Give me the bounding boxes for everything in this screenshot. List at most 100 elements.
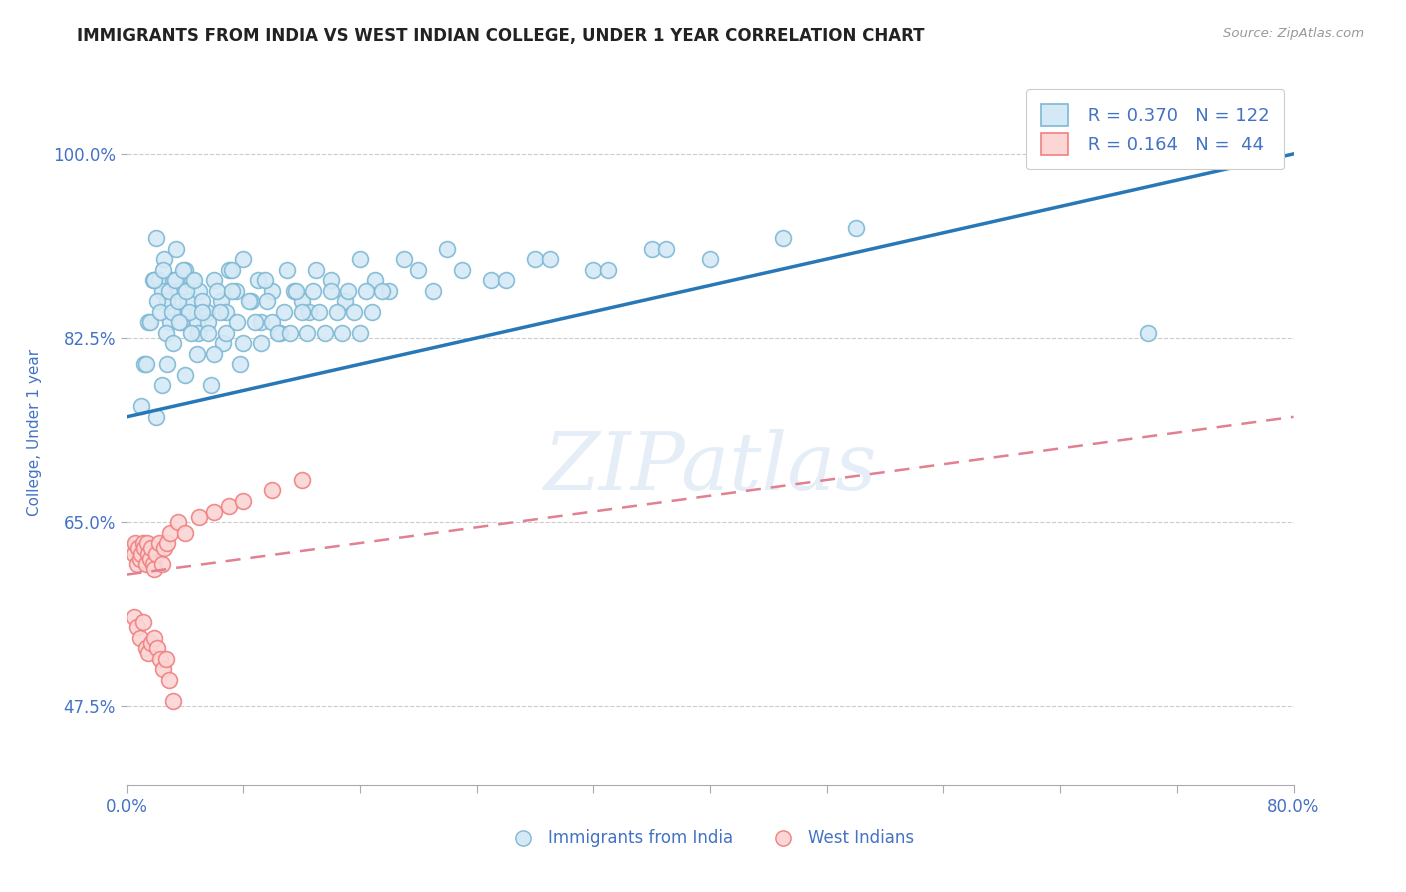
Point — [655, 242, 678, 256]
Point — [699, 252, 721, 266]
Point — [297, 326, 319, 340]
Point — [408, 262, 430, 277]
Point — [191, 294, 214, 309]
Point — [276, 262, 298, 277]
Point — [139, 551, 162, 566]
Legend: Immigrants from India, West Indians: Immigrants from India, West Indians — [499, 822, 921, 855]
Point — [150, 284, 173, 298]
Point — [308, 304, 330, 318]
Point — [163, 273, 186, 287]
Point — [262, 284, 284, 298]
Point — [145, 547, 167, 561]
Text: ZIPatlas: ZIPatlas — [543, 429, 877, 507]
Point — [148, 536, 170, 550]
Point — [138, 647, 160, 661]
Point — [153, 541, 176, 556]
Point — [143, 631, 166, 645]
Point — [162, 336, 184, 351]
Point — [200, 378, 222, 392]
Point — [155, 652, 177, 666]
Point — [141, 636, 163, 650]
Point — [218, 262, 240, 277]
Point — [343, 304, 366, 318]
Point — [283, 284, 305, 298]
Point — [165, 242, 187, 256]
Point — [332, 326, 354, 340]
Point — [363, 273, 385, 287]
Point — [149, 304, 172, 318]
Point — [225, 284, 247, 298]
Point — [139, 315, 162, 329]
Point — [239, 294, 262, 309]
Point — [145, 231, 167, 245]
Point — [152, 662, 174, 676]
Point — [155, 326, 177, 340]
Point — [284, 284, 307, 298]
Point — [337, 284, 360, 298]
Point — [641, 242, 664, 256]
Point — [169, 315, 191, 329]
Point — [354, 284, 377, 298]
Point — [124, 536, 146, 550]
Point — [125, 620, 148, 634]
Point — [229, 357, 252, 371]
Point — [136, 536, 159, 550]
Point — [596, 262, 619, 277]
Point — [149, 652, 172, 666]
Point — [302, 284, 325, 298]
Point — [249, 336, 271, 351]
Point — [479, 273, 502, 287]
Point — [187, 326, 209, 340]
Point — [495, 273, 517, 287]
Point — [134, 557, 156, 571]
Point — [148, 273, 170, 287]
Point — [181, 273, 204, 287]
Point — [269, 326, 291, 340]
Point — [232, 336, 254, 351]
Point — [232, 494, 254, 508]
Point — [202, 504, 225, 518]
Point — [215, 304, 238, 318]
Point — [142, 557, 165, 571]
Point — [177, 294, 200, 309]
Point — [436, 242, 458, 256]
Point — [325, 304, 347, 318]
Point — [146, 294, 169, 309]
Point — [215, 326, 238, 340]
Point — [132, 541, 155, 556]
Point — [278, 326, 301, 340]
Point — [180, 326, 202, 340]
Point — [205, 284, 228, 298]
Point — [174, 525, 197, 540]
Point — [143, 562, 166, 576]
Point — [156, 294, 179, 309]
Point — [157, 284, 180, 298]
Point — [150, 557, 173, 571]
Point — [298, 304, 321, 318]
Point — [159, 315, 181, 329]
Text: Source: ZipAtlas.com: Source: ZipAtlas.com — [1223, 27, 1364, 40]
Point — [146, 641, 169, 656]
Point — [159, 525, 181, 540]
Point — [582, 262, 605, 277]
Point — [129, 547, 152, 561]
Point — [174, 368, 197, 382]
Point — [153, 252, 176, 266]
Point — [162, 694, 184, 708]
Point — [122, 547, 145, 561]
Point — [129, 400, 152, 414]
Point — [319, 273, 342, 287]
Point — [127, 541, 149, 556]
Point — [166, 294, 188, 309]
Point — [422, 284, 444, 298]
Point — [290, 304, 312, 318]
Point — [845, 220, 868, 235]
Point — [218, 500, 240, 514]
Point — [174, 262, 197, 277]
Point — [202, 347, 225, 361]
Point — [166, 515, 188, 529]
Point — [202, 273, 225, 287]
Point — [150, 378, 173, 392]
Point — [122, 609, 145, 624]
Point — [290, 473, 312, 487]
